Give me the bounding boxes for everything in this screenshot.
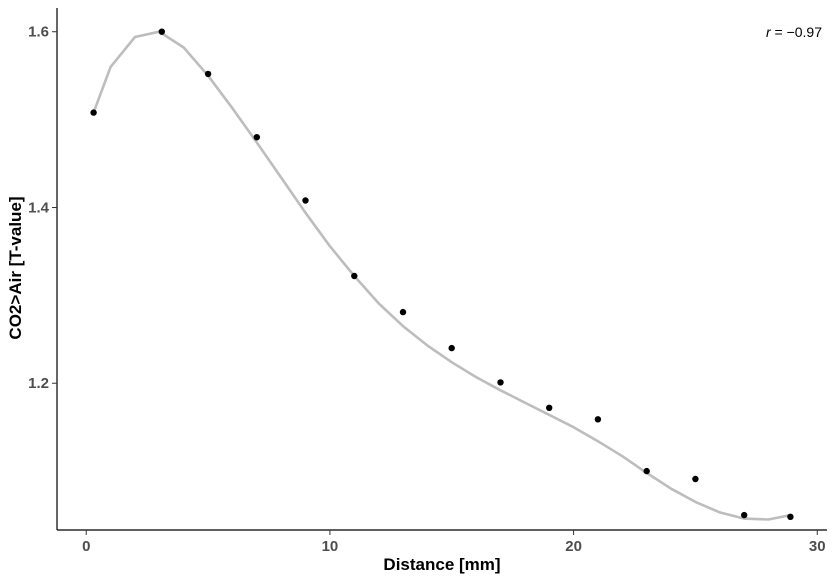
correlation-annotation: r = −0.97 (766, 24, 822, 40)
smooth-fit-line (92, 30, 792, 521)
data-point (351, 272, 358, 280)
data-point (204, 70, 212, 78)
smooth-layer (92, 30, 792, 521)
data-point (497, 379, 504, 386)
y-axis-title: CO2>Air [T-value] (6, 196, 25, 339)
data-point (546, 404, 553, 411)
y-tick-label: 1.6 (28, 24, 49, 41)
x-ticks: 0 10 20 30 (82, 530, 826, 555)
x-axis-title: Distance [mm] (383, 555, 500, 574)
data-point (692, 475, 699, 483)
y-ticks: 1.2 1.4 1.6 (28, 24, 57, 392)
data-point (643, 467, 650, 475)
data-point (399, 308, 407, 316)
data-point (253, 134, 260, 141)
data-point (787, 513, 794, 520)
data-point (90, 109, 97, 116)
data-point (594, 416, 602, 423)
x-tick-label: 30 (809, 538, 826, 555)
y-tick-label: 1.2 (28, 375, 49, 392)
correlation-value: = −0.97 (771, 24, 823, 40)
correlation-symbol: r (766, 24, 772, 40)
data-point (302, 197, 309, 204)
points-layer (90, 28, 794, 520)
data-point (448, 344, 455, 352)
axes-layer (56, 8, 827, 531)
y-tick-label: 1.4 (28, 199, 50, 216)
x-tick-label: 0 (82, 538, 90, 555)
data-point (741, 511, 748, 519)
data-point (158, 28, 165, 35)
x-tick-label: 20 (565, 538, 582, 555)
x-tick-label: 10 (322, 538, 339, 555)
